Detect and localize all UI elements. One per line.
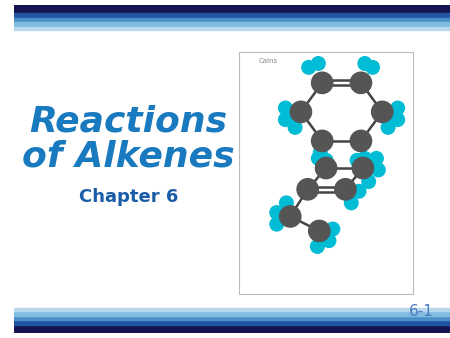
Circle shape — [297, 179, 318, 200]
Bar — [14, 13, 450, 18]
Text: Chapter 6: Chapter 6 — [79, 188, 178, 206]
Circle shape — [366, 61, 379, 74]
Bar — [14, 5, 450, 13]
Circle shape — [310, 240, 324, 253]
Text: Reactions: Reactions — [30, 104, 228, 139]
Circle shape — [350, 72, 372, 94]
Circle shape — [326, 222, 340, 236]
Text: CaIns: CaIns — [258, 58, 278, 64]
Bar — [14, 27, 450, 30]
Circle shape — [288, 121, 302, 134]
Circle shape — [270, 217, 284, 231]
Circle shape — [314, 146, 327, 159]
Circle shape — [302, 61, 315, 74]
Circle shape — [344, 196, 358, 210]
Circle shape — [352, 158, 374, 179]
Circle shape — [279, 113, 292, 126]
Circle shape — [358, 57, 372, 70]
Circle shape — [279, 101, 292, 115]
Circle shape — [279, 196, 293, 210]
Circle shape — [322, 234, 336, 247]
Bar — [14, 311, 450, 316]
Circle shape — [372, 163, 385, 177]
Circle shape — [391, 113, 405, 126]
Bar — [14, 325, 450, 333]
Circle shape — [358, 151, 372, 165]
Circle shape — [311, 57, 325, 70]
Bar — [14, 22, 450, 27]
Bar — [239, 52, 413, 294]
Circle shape — [335, 179, 356, 200]
Bar — [14, 18, 450, 22]
Bar — [14, 316, 450, 320]
Circle shape — [350, 153, 364, 167]
Circle shape — [372, 101, 393, 123]
Circle shape — [320, 153, 333, 167]
Circle shape — [309, 220, 330, 242]
Circle shape — [311, 72, 333, 94]
Circle shape — [350, 130, 372, 151]
Circle shape — [391, 101, 405, 115]
Text: of Alkenes: of Alkenes — [22, 139, 235, 173]
Circle shape — [290, 101, 311, 123]
Circle shape — [270, 206, 284, 219]
Bar — [14, 320, 450, 325]
Circle shape — [369, 151, 383, 165]
Circle shape — [352, 185, 366, 198]
Bar — [14, 308, 450, 311]
Circle shape — [315, 158, 337, 179]
Text: 6-1: 6-1 — [409, 304, 433, 319]
Circle shape — [362, 175, 375, 188]
Circle shape — [279, 206, 301, 227]
Circle shape — [311, 130, 333, 151]
Circle shape — [381, 121, 395, 134]
Circle shape — [311, 151, 325, 165]
